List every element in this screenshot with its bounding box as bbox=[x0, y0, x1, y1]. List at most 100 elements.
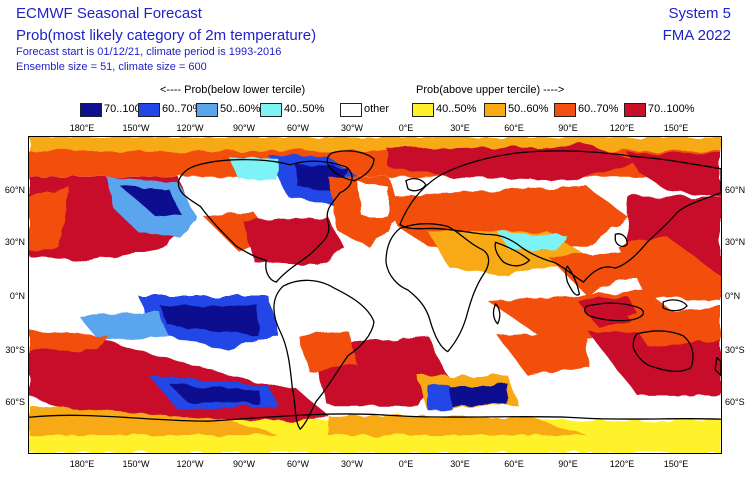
longitude-label: 30°E bbox=[450, 459, 470, 469]
shade-australia-south bbox=[587, 330, 721, 396]
shade-southern-ocean-cold bbox=[447, 383, 508, 408]
coast-india bbox=[565, 265, 581, 296]
shade-west-pacific-margin bbox=[617, 236, 721, 301]
shade-sw-pacific bbox=[627, 305, 721, 346]
system-label: System 5 bbox=[668, 5, 731, 22]
coast-africa bbox=[385, 223, 490, 353]
latitude-label: 30°S bbox=[725, 345, 745, 355]
legend-swatch bbox=[484, 103, 506, 117]
shade-arctic-top bbox=[29, 137, 721, 151]
shade-southern-ocean-cool bbox=[427, 383, 453, 411]
legend-label: 50..60% bbox=[508, 103, 549, 115]
longitude-label: 120°W bbox=[176, 459, 204, 469]
legend-caption-below: <---- Prob(below lower tercile) bbox=[160, 84, 306, 96]
forecast-info: Forecast start is 01/12/21, climate peri… bbox=[16, 46, 282, 58]
shade-maritime-hot bbox=[577, 295, 643, 326]
shade-antarctic-west bbox=[29, 405, 279, 436]
longitude-label: 30°W bbox=[340, 459, 364, 469]
coast-new-guinea bbox=[662, 299, 688, 312]
subtitle: Prob(most likely category of 2m temperat… bbox=[16, 27, 317, 44]
shade-central-pacific-cool bbox=[78, 310, 169, 341]
legend-label: 50..60% bbox=[220, 103, 261, 115]
latitude-label: 60°N bbox=[725, 185, 746, 195]
shade-na-east-warm bbox=[243, 216, 344, 267]
longitude-label: 180°E bbox=[69, 459, 95, 469]
coast-arabia bbox=[494, 241, 531, 267]
shade-south-pacific-edge bbox=[29, 330, 109, 351]
longitude-label: 60°E bbox=[504, 123, 524, 133]
shade-la-nina-core bbox=[158, 303, 259, 336]
shade-south-indian bbox=[497, 330, 588, 376]
longitude-label: 30°E bbox=[450, 123, 470, 133]
shade-south-america-warm bbox=[298, 330, 359, 371]
longitude-label: 0°E bbox=[398, 459, 414, 469]
longitude-label: 90°W bbox=[232, 123, 256, 133]
shade-south-pacific-cold bbox=[168, 383, 259, 404]
latitude-label: 0°N bbox=[725, 291, 741, 301]
longitude-label: 90°E bbox=[558, 459, 578, 469]
longitude-label: 90°E bbox=[558, 123, 578, 133]
legend-label: 60..70% bbox=[578, 103, 619, 115]
title: ECMWF Seasonal Forecast bbox=[16, 5, 202, 22]
shade-eurasia-north bbox=[387, 144, 638, 181]
shade-antarctic-east bbox=[328, 415, 588, 436]
coast-south-america bbox=[273, 279, 375, 430]
longitude-label: 120°E bbox=[609, 459, 635, 469]
legend-label: 40..50% bbox=[284, 103, 325, 115]
longitude-label: 60°E bbox=[504, 459, 524, 469]
legend-swatch bbox=[412, 103, 434, 117]
coast-australia bbox=[632, 330, 694, 372]
legend-swatch bbox=[624, 103, 646, 117]
shade-alaska-cold bbox=[118, 184, 184, 217]
longitude-label: 150°E bbox=[663, 123, 689, 133]
longitude-label: 150°E bbox=[663, 459, 689, 469]
longitude-label: 180°E bbox=[69, 123, 95, 133]
latitude-label: 60°N bbox=[4, 185, 25, 195]
longitude-label: 120°E bbox=[609, 123, 635, 133]
legend-swatch bbox=[80, 103, 102, 117]
longitude-label: 60°W bbox=[286, 123, 310, 133]
latitude-label: 30°S bbox=[5, 345, 25, 355]
shade-cool-spot bbox=[497, 231, 568, 252]
latitude-label: 60°S bbox=[725, 397, 745, 407]
shade-atlantic-white bbox=[358, 181, 388, 217]
coast-japan bbox=[614, 233, 628, 248]
legend-label: 60..70% bbox=[162, 103, 203, 115]
legend-label: 70..100% bbox=[648, 103, 695, 115]
legend-label: other bbox=[364, 103, 390, 115]
legend-swatch bbox=[340, 103, 362, 117]
coast-indonesia bbox=[583, 302, 645, 322]
longitude-label: 120°W bbox=[176, 123, 204, 133]
coast-north-america bbox=[177, 158, 353, 283]
legend-swatch bbox=[260, 103, 282, 117]
latitude-label: 60°S bbox=[5, 397, 25, 407]
latitude-label: 30°N bbox=[4, 237, 25, 247]
coast-british-isles bbox=[405, 178, 427, 192]
longitude-label: 90°W bbox=[232, 459, 256, 469]
legend-swatch bbox=[196, 103, 218, 117]
shade-eurasia-mid bbox=[387, 186, 628, 247]
longitude-label: 150°W bbox=[122, 123, 150, 133]
coast-greenland bbox=[326, 150, 375, 182]
longitude-label: 0°E bbox=[398, 123, 414, 133]
probability-shading bbox=[29, 137, 721, 453]
shade-arctic-canada-cold bbox=[228, 156, 279, 182]
longitude-label: 30°W bbox=[340, 123, 364, 133]
latitude-label: 30°N bbox=[725, 237, 746, 247]
legend-caption-above: Prob(above upper tercile) ----> bbox=[416, 84, 565, 96]
coast-madagascar bbox=[492, 303, 501, 325]
coast-eurasia bbox=[399, 150, 721, 283]
legend-swatch bbox=[554, 103, 576, 117]
probability-map bbox=[28, 136, 722, 454]
ensemble-info: Ensemble size = 51, climate size = 600 bbox=[16, 61, 207, 73]
forecast-period: FMA 2022 bbox=[662, 27, 731, 44]
shade-east-siberia bbox=[627, 152, 721, 197]
longitude-label: 150°W bbox=[122, 459, 150, 469]
coastlines bbox=[29, 150, 721, 430]
coast-antarctica bbox=[29, 413, 721, 422]
longitude-label: 60°W bbox=[286, 459, 310, 469]
legend-swatch bbox=[138, 103, 160, 117]
shade-north-pacific-edge bbox=[29, 186, 69, 252]
legend-label: 40..50% bbox=[436, 103, 477, 115]
coast-new-zealand bbox=[714, 356, 721, 377]
